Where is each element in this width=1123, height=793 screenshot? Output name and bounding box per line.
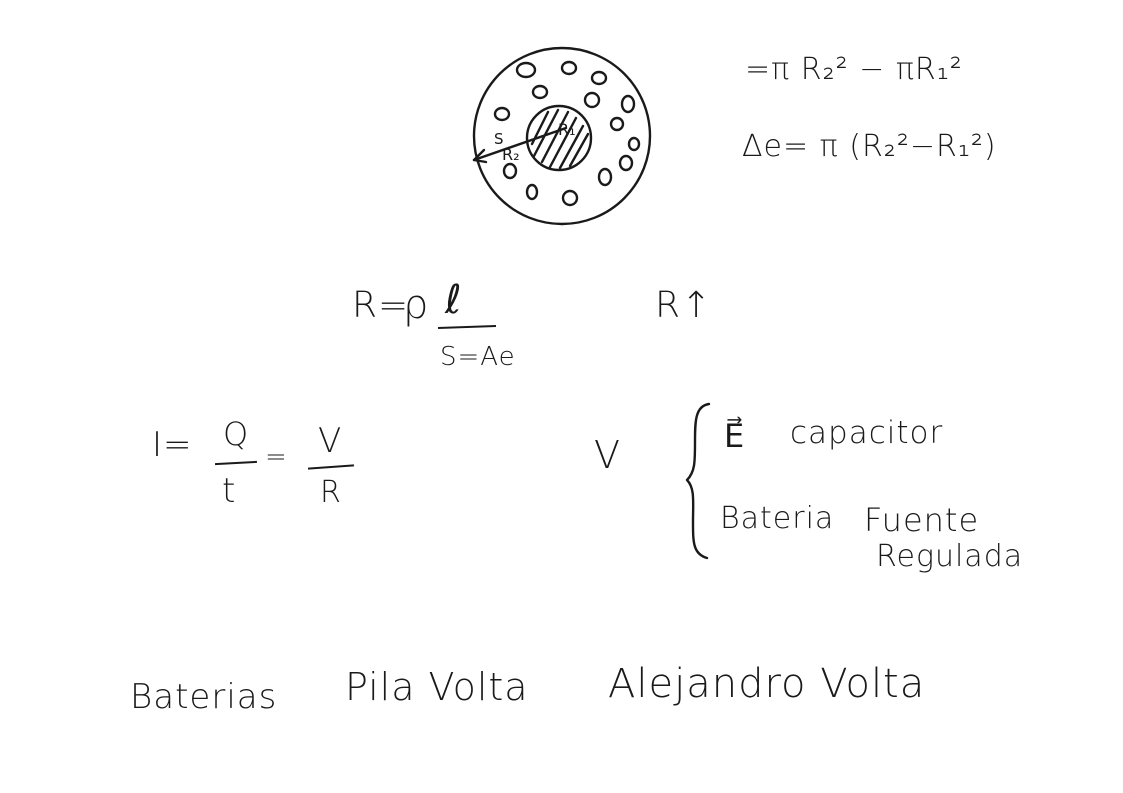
label-r2: R₂ [502, 145, 520, 164]
current-voltage: V [318, 421, 343, 461]
regulada-label: Regulada [876, 539, 1024, 574]
electric-field-symbol: E⃗ [724, 417, 746, 455]
resistance-fraction-bar [437, 324, 497, 330]
alejandro-volta-word: Alejandro Volta [608, 661, 926, 707]
current-equals: = [265, 442, 288, 472]
coaxial-cross-section-diagram: R₂ R₁ S [472, 46, 652, 226]
dielectric-holes [493, 60, 641, 207]
baterias-word: Baterias [130, 677, 278, 717]
area-formula-line2: Δe= π (R₂²−R₁²) [742, 129, 997, 164]
curly-brace [685, 402, 711, 560]
voltage-symbol: V [594, 433, 621, 477]
capacitor-label: capacitor [790, 415, 944, 451]
pila-volta-word: Pila Volta [345, 665, 529, 709]
current-resistance: R [320, 475, 342, 510]
inner-hatching [530, 108, 590, 170]
current-charge: Q [223, 415, 250, 453]
current-lhs: I= [152, 425, 193, 465]
current-fraction-bar-1 [214, 460, 258, 466]
inner-conductor [525, 104, 593, 172]
fuente-label: Fuente [864, 501, 980, 539]
resistance-numerator: ℓ [445, 277, 463, 323]
area-formula-line1: =π R₂² − πR₁² [745, 52, 963, 87]
label-r1: R₁ [558, 120, 576, 139]
current-time: t [222, 471, 237, 511]
resistance-increase: R↑ [655, 285, 713, 326]
resistivity-symbol: ρ [403, 282, 430, 328]
resistance-lhs: R= [352, 285, 410, 326]
outer-ring [472, 46, 652, 226]
resistance-denominator: S=Ae [440, 342, 516, 372]
bateria-label: Bateria [720, 501, 835, 536]
current-fraction-bar-2 [307, 464, 355, 470]
label-s: S [494, 130, 504, 148]
radius-arrow [472, 126, 568, 164]
